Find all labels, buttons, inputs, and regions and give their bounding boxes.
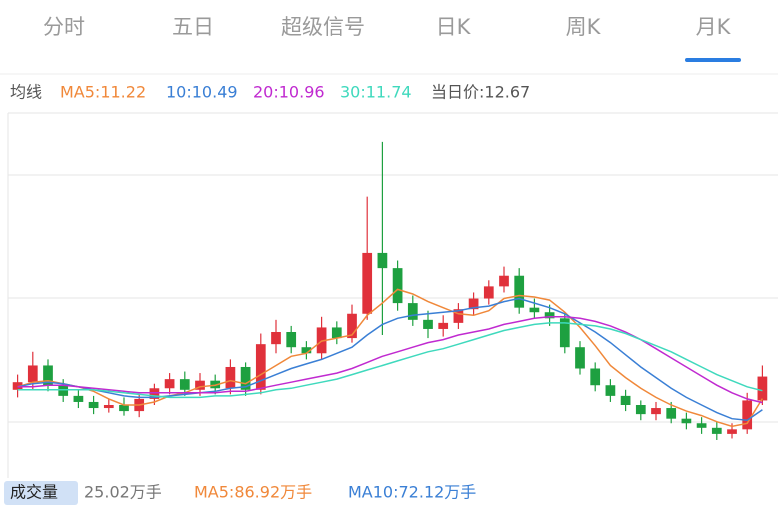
plot-area: [12, 141, 768, 440]
candle-body: [483, 286, 494, 299]
tab-bar: 分时 五日 超级信号 日K 周K 月K: [43, 15, 732, 39]
volume-value: 25.02万手: [84, 483, 162, 502]
candle-body: [514, 275, 525, 308]
candle-body: [286, 332, 297, 348]
volume-label: 成交量: [10, 483, 58, 502]
legend-ma20: 20:10.96: [253, 83, 325, 102]
tab[interactable]: 周K: [566, 15, 602, 39]
candle-body: [27, 365, 38, 383]
tab[interactable]: 日K: [436, 15, 472, 39]
tab[interactable]: 五日: [172, 15, 214, 39]
legend-ma10: 10:10.49: [166, 83, 238, 102]
candle-body: [362, 252, 373, 314]
candle-body: [529, 307, 540, 313]
tab[interactable]: 月K: [696, 15, 732, 39]
ma-line: [17, 322, 763, 399]
candle-body: [255, 344, 266, 390]
candle-body: [559, 318, 570, 348]
volume-ma5: MA5:86.92万手: [194, 483, 312, 502]
candle-body: [711, 427, 722, 434]
candle-body: [453, 309, 464, 323]
candle-body: [331, 327, 342, 339]
candle-body: [605, 385, 616, 396]
candle-body: [240, 366, 251, 390]
candle-body: [195, 380, 205, 390]
legend-price: 当日价:12.67: [431, 83, 530, 102]
candle-body: [377, 252, 388, 269]
ma-line: [17, 297, 763, 421]
candle-body: [438, 322, 449, 329]
candle-body: [651, 408, 661, 415]
candle-body: [742, 400, 753, 430]
candle-body: [12, 382, 23, 390]
candle-body: [149, 388, 160, 399]
candle-body: [347, 313, 357, 339]
legend-ma5: MA5:11.22: [60, 83, 146, 102]
candle-body: [271, 332, 281, 345]
tab[interactable]: 分时: [43, 15, 85, 39]
candle-body: [407, 303, 418, 320]
candle-body: [119, 405, 129, 412]
candle-body: [681, 418, 692, 424]
volume-ma10: MA10:72.12万手: [348, 483, 476, 502]
candle-body: [73, 395, 84, 402]
legend-ma30: 30:11.74: [340, 83, 412, 102]
candle-body: [696, 423, 707, 428]
candle-body: [727, 429, 737, 434]
ma-line: [17, 288, 764, 428]
candle-body: [575, 347, 585, 369]
candle-body: [590, 368, 601, 386]
volume-badge: [4, 481, 78, 505]
candle-body: [666, 408, 677, 419]
candle-body: [58, 385, 69, 396]
ma-line: [17, 316, 763, 404]
candle-body: [164, 379, 175, 389]
candle-body: [43, 365, 53, 386]
candle-body: [620, 395, 631, 405]
legend-label: 均线: [10, 83, 42, 102]
candle-body: [225, 366, 236, 389]
candle-body: [499, 275, 509, 287]
candle-body: [544, 312, 555, 319]
grid: [7, 112, 778, 478]
candle-body: [301, 347, 312, 354]
candle-body: [757, 376, 768, 401]
candle-body: [392, 268, 403, 304]
candle-body: [468, 298, 479, 310]
candle-body: [423, 319, 433, 329]
candle-body: [635, 405, 646, 415]
active-tab-indicator: [685, 58, 741, 62]
candle-body: [179, 379, 190, 390]
candle-body: [88, 401, 99, 409]
candle-body: [103, 405, 114, 409]
tab[interactable]: 超级信号: [281, 15, 365, 39]
